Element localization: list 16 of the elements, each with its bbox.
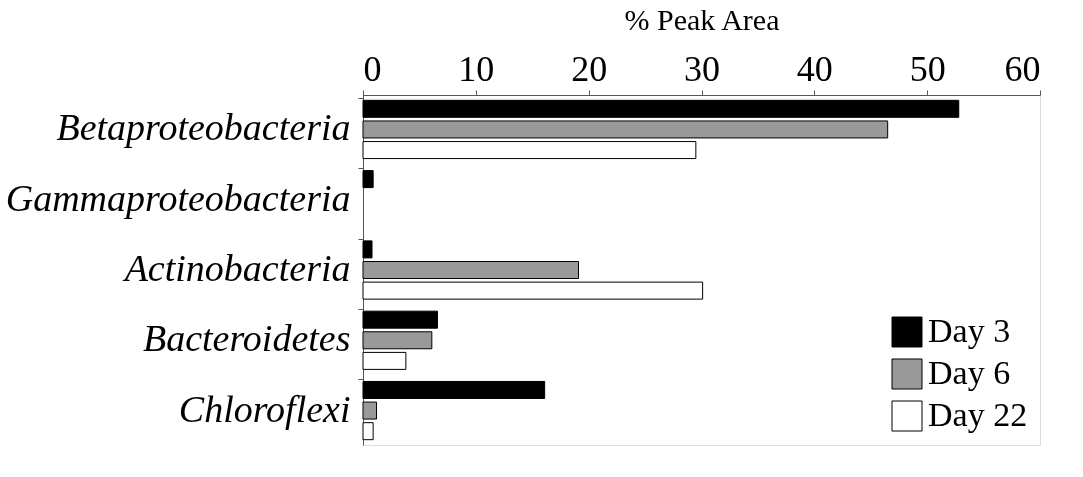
legend-label: Day 22 bbox=[928, 396, 1028, 433]
legend-label: Day 3 bbox=[928, 312, 1011, 349]
y-tick-label: Gammaproteobacteria bbox=[5, 176, 351, 219]
x-tick-label: 60 bbox=[1004, 48, 1041, 89]
x-tick-label: 0 bbox=[363, 48, 382, 89]
x-tick-label: 20 bbox=[571, 48, 608, 89]
y-tick-label: Chloroflexi bbox=[178, 387, 351, 430]
legend-label: Day 6 bbox=[928, 354, 1011, 391]
x-tick-label: 30 bbox=[684, 48, 720, 89]
y-tick-label: Betaproteobacteria bbox=[56, 106, 351, 149]
x-axis-title: % Peak Area bbox=[624, 2, 780, 36]
x-tick-label: 50 bbox=[909, 48, 946, 89]
y-tick-label: Actinobacteria bbox=[121, 247, 351, 289]
x-tick-label: 40 bbox=[796, 48, 833, 89]
x-tick-label: 10 bbox=[458, 48, 495, 89]
y-tick-label: Bacteroidetes bbox=[142, 317, 351, 360]
